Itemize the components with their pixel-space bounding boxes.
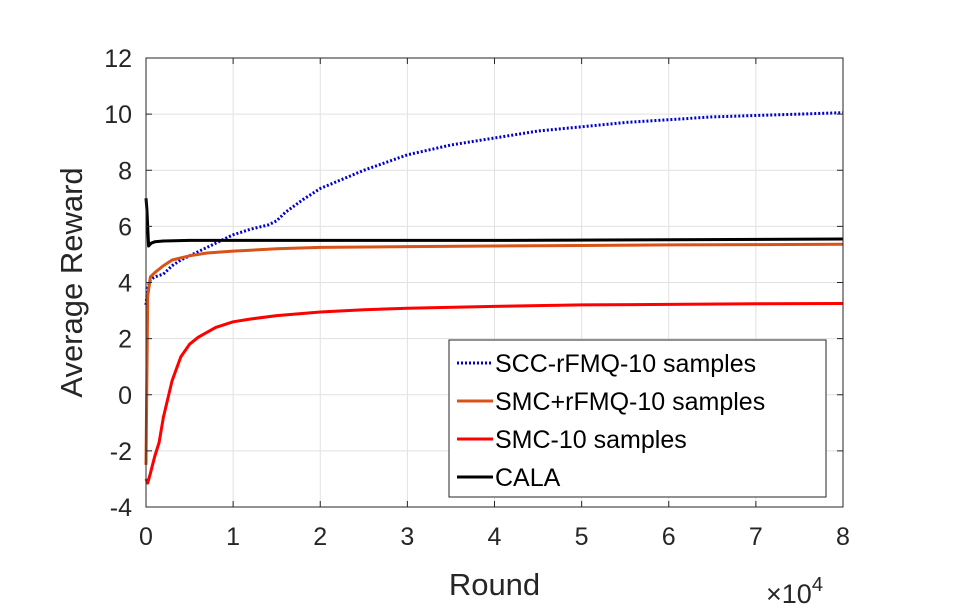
y-tick-label: 6 xyxy=(118,213,132,241)
x-tick-label: 8 xyxy=(836,523,850,551)
legend-label: SMC-10 samples xyxy=(495,426,687,454)
y-tick-label: 12 xyxy=(104,45,132,73)
x-tick-label: 0 xyxy=(139,523,153,551)
x-axis-label: Round xyxy=(449,567,540,602)
y-tick-label: 0 xyxy=(118,382,132,410)
y-tick-label: 2 xyxy=(118,326,132,354)
x-tick-label: 1 xyxy=(226,523,240,551)
x-tick-label: 5 xyxy=(575,523,589,551)
x-tick-label: 7 xyxy=(749,523,763,551)
x-axis-exponent: ×104 xyxy=(766,574,823,609)
x-tick-label: 3 xyxy=(400,523,414,551)
legend-box xyxy=(448,339,827,498)
x-tick-label: 6 xyxy=(662,523,676,551)
legend-label: CALA xyxy=(495,464,561,492)
x-tick-label: 4 xyxy=(488,523,502,551)
y-tick-label: 10 xyxy=(104,101,132,129)
y-tick-label: -2 xyxy=(110,438,132,466)
legend-label: SMC+rFMQ-10 samples xyxy=(495,388,765,416)
series-layer xyxy=(144,111,844,485)
y-tick-label: 8 xyxy=(118,157,132,185)
x-tick-label: 2 xyxy=(313,523,327,551)
legend-label: SCC-rFMQ-10 samples xyxy=(495,350,756,378)
x-axis-exponent-base: ×10 xyxy=(766,579,812,609)
series-line-cala xyxy=(144,198,844,248)
series-line-smc-10-samples xyxy=(144,302,844,485)
series-line-scc-rfmq-10-samples xyxy=(144,111,844,306)
y-tick-label: -4 xyxy=(110,494,132,522)
legend: SCC-rFMQ-10 samples SMC+rFMQ-10 samples SM… xyxy=(448,339,827,498)
x-axis-exponent-power: 4 xyxy=(812,574,823,596)
y-axis-label: Average Reward xyxy=(54,167,89,397)
y-tick-label: 4 xyxy=(118,270,132,298)
series-line-smc-rfmq-10-samples xyxy=(144,242,844,465)
